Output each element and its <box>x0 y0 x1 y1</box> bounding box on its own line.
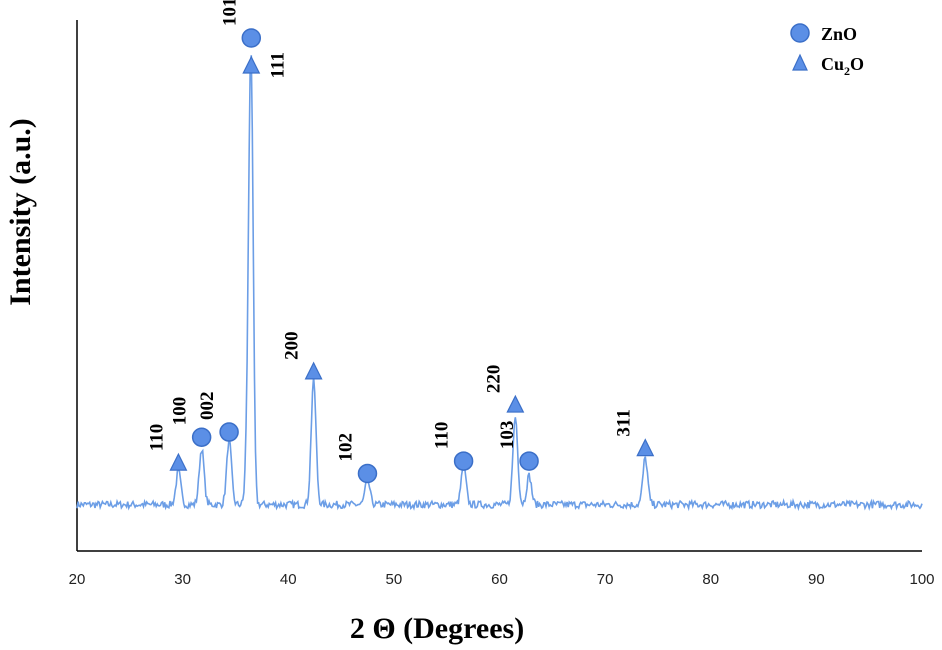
x-tick-label: 90 <box>808 571 825 588</box>
peak-label: 102 <box>335 433 356 462</box>
x-tick-label: 40 <box>280 571 297 588</box>
legend-zno-marker <box>790 23 810 43</box>
legend-cu2o-label: Cu2O <box>821 54 864 78</box>
cu2o-peak-marker <box>506 394 525 413</box>
legend-cu2o-marker <box>792 53 808 71</box>
x-axis-label: 2 Θ (Degrees) <box>350 612 524 645</box>
cu2o-peak-marker <box>242 55 261 74</box>
legend: ZnO Cu2O <box>790 23 864 78</box>
zno-peak-marker <box>357 463 378 484</box>
x-tick-label: 20 <box>69 571 86 588</box>
cu2o-peak-marker <box>304 361 323 380</box>
x-tick-label: 50 <box>386 571 403 588</box>
y-axis-label: Intensity (a.u.) <box>4 118 37 306</box>
zno-peak-marker <box>191 427 212 447</box>
zno-peak-marker <box>519 451 539 471</box>
peak-label: 100 <box>170 397 191 426</box>
zno-peak-marker <box>241 28 262 48</box>
x-tick-label: 30 <box>174 571 191 588</box>
peak-label: 311 <box>613 409 634 436</box>
peak-label: 002 <box>197 392 218 421</box>
x-tick-label: 100 <box>909 571 934 588</box>
peak-label: 111 <box>267 52 288 78</box>
peak-label: 101 <box>219 0 240 26</box>
peak-label: 103 <box>497 421 518 450</box>
zno-peak-marker <box>453 451 474 471</box>
peak-label: 110 <box>432 422 453 449</box>
zno-peak-marker <box>219 422 239 442</box>
x-tick-label: 80 <box>702 571 719 588</box>
x-tick-labels: 20 30 40 50 60 70 80 90 100 <box>69 571 935 588</box>
legend-cu2o-base: Cu <box>821 54 844 74</box>
legend-zno-label: ZnO <box>821 24 857 44</box>
cu2o-peak-marker <box>636 438 655 457</box>
peak-label: 200 <box>282 331 303 360</box>
peak-label: 110 <box>146 424 167 451</box>
peak-label: 220 <box>483 365 504 394</box>
legend-cu2o-subscript: 2 <box>844 64 850 78</box>
x-tick-label: 60 <box>491 571 508 588</box>
legend-cu2o-tail: O <box>850 54 864 74</box>
x-tick-label: 70 <box>597 571 614 588</box>
cu2o-peak-marker <box>169 452 188 471</box>
xrd-pattern-line <box>76 55 923 512</box>
